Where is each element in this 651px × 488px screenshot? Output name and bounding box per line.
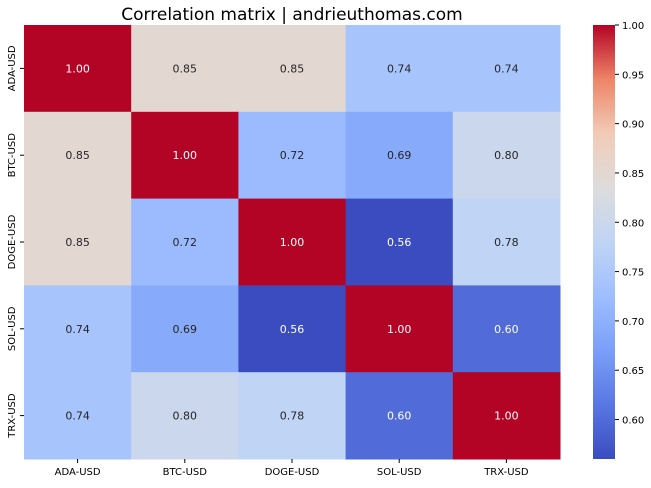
heatmap-cell xyxy=(345,111,454,200)
cell-value-label: 0.74 xyxy=(65,410,90,423)
cell-value-label: 1.00 xyxy=(173,149,198,162)
cell-value-label: 0.78 xyxy=(494,236,519,249)
heatmap-cell xyxy=(452,285,561,373)
colorbar-ticks: 0.60 0.65 0.70 0.75 0.80 0.85 0.90 0.95 1.00 xyxy=(615,21,644,427)
x-tick-label: BTC-USD xyxy=(163,467,208,478)
heatmap-cell xyxy=(345,285,454,373)
cell-value-label: 0.85 xyxy=(280,62,305,75)
heatmap-cell xyxy=(345,25,454,113)
y-axis-ticks: ADA-USD BTC-USD DOGE-USD SOL-USD TRX-USD xyxy=(7,45,24,439)
cell-value-label: 0.72 xyxy=(280,149,305,162)
heatmap-cell xyxy=(24,372,132,460)
heatmap-cell xyxy=(452,372,561,460)
heatmap-cell xyxy=(131,25,239,113)
cell-value-label: 0.69 xyxy=(173,323,198,336)
x-tick-label: DOGE-USD xyxy=(265,467,320,478)
heatmap-cell xyxy=(452,25,561,113)
y-tick-label: ADA-USD xyxy=(7,45,18,91)
colorbar xyxy=(593,25,615,459)
heatmap-cell xyxy=(131,111,239,200)
heatmap-cell xyxy=(238,111,347,200)
y-tick-label: DOGE-USD xyxy=(7,214,18,269)
x-tick-label: TRX-USD xyxy=(483,467,529,478)
cell-value-label: 0.69 xyxy=(387,149,412,162)
cell-value-label: 0.74 xyxy=(494,62,519,75)
x-tick-label: SOL-USD xyxy=(377,467,422,478)
cell-value-label: 1.00 xyxy=(65,62,90,75)
colorbar-tick-label: 0.65 xyxy=(622,366,644,377)
heatmap-cell xyxy=(24,25,132,113)
cell-value-label: 1.00 xyxy=(280,236,305,249)
colorbar-tick-label: 0.90 xyxy=(622,120,644,131)
colorbar-tick-label: 0.60 xyxy=(622,416,644,427)
colorbar-tick-label: 0.95 xyxy=(622,70,644,81)
colorbar-tick-label: 0.80 xyxy=(622,218,644,229)
cell-value-label: 0.74 xyxy=(387,62,412,75)
x-tick-label: ADA-USD xyxy=(55,467,101,478)
heatmap-cell xyxy=(24,285,132,373)
heatmap-cell xyxy=(131,285,239,373)
heatmap-cell xyxy=(345,198,454,286)
cell-value-label: 0.80 xyxy=(494,149,519,162)
cell-value-label: 1.00 xyxy=(387,323,412,336)
heatmap-cell xyxy=(452,198,561,286)
y-tick-label: BTC-USD xyxy=(7,133,18,178)
heatmap-cell xyxy=(24,198,132,286)
cell-value-label: 0.56 xyxy=(387,236,412,249)
heatmap-cell xyxy=(345,372,454,460)
cell-value-label: 0.80 xyxy=(173,410,198,423)
heatmap-cell xyxy=(131,372,239,460)
cell-value-label: 0.60 xyxy=(387,410,412,423)
chart-title: Correlation matrix | andrieuthomas.com xyxy=(121,5,462,25)
cell-value-label: 0.56 xyxy=(280,323,305,336)
heatmap-cell xyxy=(238,25,347,113)
colorbar-tick-label: 0.70 xyxy=(622,317,644,328)
cell-value-label: 0.60 xyxy=(494,323,519,336)
y-tick-label: TRX-USD xyxy=(7,393,18,439)
colorbar-tick-label: 1.00 xyxy=(622,21,644,32)
x-axis-ticks: ADA-USD BTC-USD DOGE-USD SOL-USD TRX-USD xyxy=(55,459,529,478)
colorbar-gradient xyxy=(593,25,615,459)
cell-value-label: 0.78 xyxy=(280,410,305,423)
y-tick-label: SOL-USD xyxy=(7,306,18,351)
cell-value-label: 0.85 xyxy=(65,236,90,249)
cell-value-label: 0.85 xyxy=(173,62,198,75)
cell-value-label: 1.00 xyxy=(494,410,519,423)
cell-value-label: 0.72 xyxy=(173,236,198,249)
colorbar-tick-label: 0.85 xyxy=(622,169,644,180)
colorbar-tick-label: 0.75 xyxy=(622,268,644,279)
cell-value-label: 0.74 xyxy=(65,323,90,336)
heatmap-cell xyxy=(131,198,239,286)
cell-value-label: 0.85 xyxy=(65,149,90,162)
heatmap-cell xyxy=(238,372,347,460)
heatmap-cell xyxy=(238,198,347,286)
heatmap-cell xyxy=(452,111,561,200)
heatmap-cell xyxy=(24,111,132,200)
heatmap-cell xyxy=(238,285,347,373)
heatmap-cells: 1.00 0.85 0.85 0.74 0.74 0.85 1.00 0.72 0.69 0.80… xyxy=(24,25,561,460)
